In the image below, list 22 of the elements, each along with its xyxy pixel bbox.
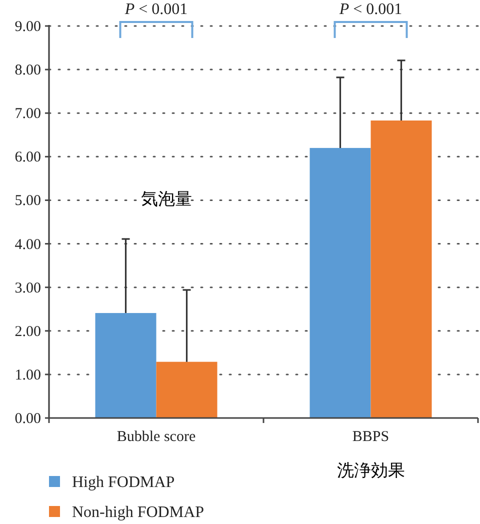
y-tick-label: 2.00 xyxy=(14,324,41,340)
annotation: 気泡量 xyxy=(140,190,192,210)
y-tick-label: 5.00 xyxy=(14,193,41,210)
text: P < 0.001 xyxy=(124,1,188,18)
y-tick-label: 6.00 xyxy=(14,150,41,166)
y-tick-label: 7.00 xyxy=(14,106,41,122)
bar xyxy=(95,313,156,418)
x-tick-label: Bubble score xyxy=(116,429,196,445)
y-tick-label: 8.00 xyxy=(14,62,41,79)
text: P < 0.001 xyxy=(338,1,402,18)
text: 洗浄効果 xyxy=(336,461,405,481)
x-tick-label: BBPS xyxy=(352,429,390,445)
y-tick-label: 9.00 xyxy=(14,19,41,35)
y-tick-label: 1.00 xyxy=(14,367,41,384)
bar xyxy=(370,120,432,418)
legend-label: High FODMAP xyxy=(72,474,175,491)
y-tick-label: 3.00 xyxy=(14,280,41,296)
bar xyxy=(156,362,218,418)
bar xyxy=(310,148,371,418)
y-tick-label: 0.00 xyxy=(14,411,41,427)
y-tick-label: 4.00 xyxy=(14,236,41,253)
legend-label: Non-high FODMAP xyxy=(72,504,204,521)
